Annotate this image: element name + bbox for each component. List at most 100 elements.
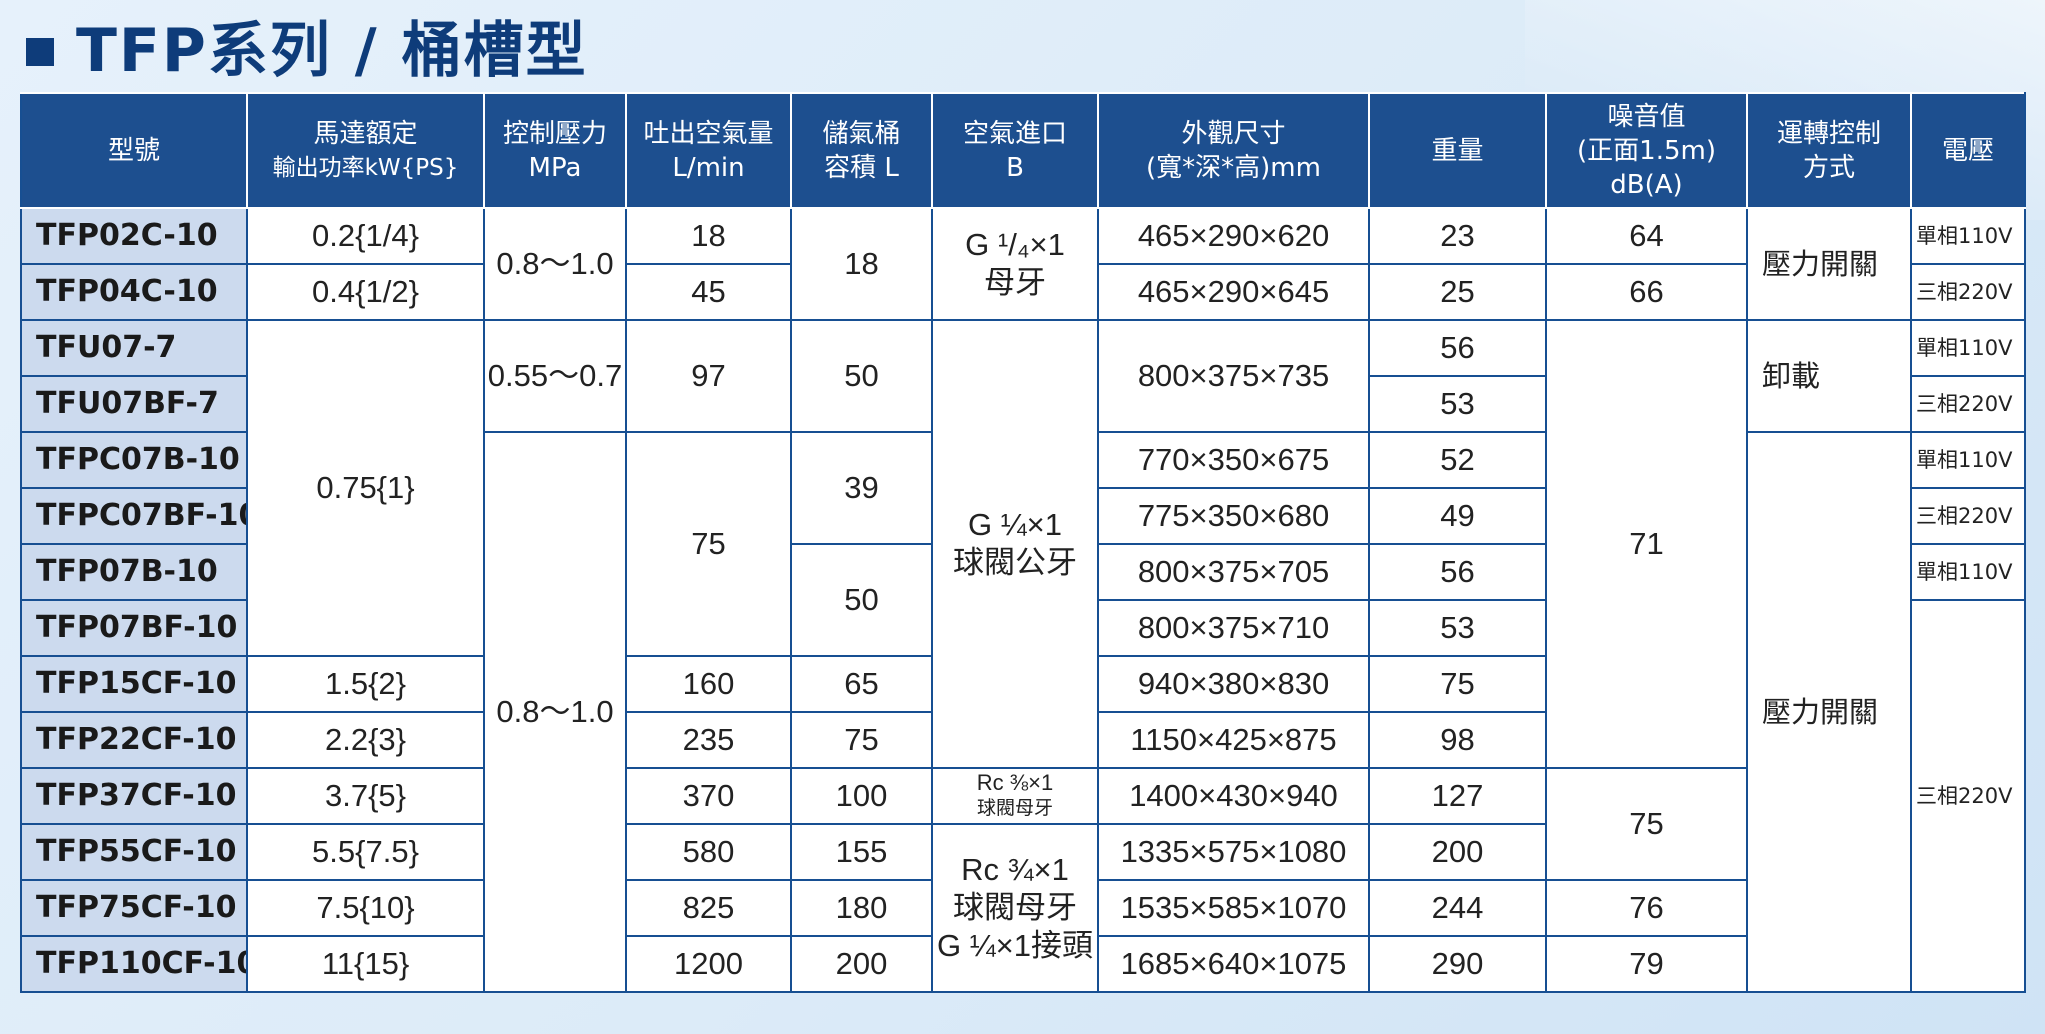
dims-cell: 775×350×680 [1097,487,1370,545]
weight-cell: 53 [1368,375,1547,433]
header-model: 型號 [20,92,248,209]
table-row: TFP07B-10 50 800×375×705 56 單相110V [20,543,2026,657]
tank-cell: 200 [790,935,933,993]
flow-cell: 97 [625,319,792,433]
dims-cell: 465×290×620 [1097,207,1370,265]
model-cell: TFP04C-10 [20,263,248,321]
table-row: TFP02C-10 0.2{1/4} 0.8～1.0 18 18 G ¹/₄×1… [20,207,2026,321]
model-cell: TFP75CF-10 [20,879,248,937]
pressure-cell: 0.55～0.7 [483,319,627,433]
spec-table: 型號 馬達額定 輸出功率kW{PS} 控制壓力 MPa 吐出空氣量 L/min 儲氣桶… [20,92,2026,993]
noise-cell: 76 [1545,879,1748,937]
header-voltage: 電壓 [1910,92,2026,209]
model-cell: TFP07B-10 [20,543,248,601]
dims-cell: 465×290×645 [1097,263,1370,321]
table-row: TFP75CF-10 7.5{10} 825 180 1535×585×1070… [20,879,2025,937]
power-cell: 0.2{1/4} [246,207,485,265]
flow-cell: 160 [625,655,792,713]
control-cell: 壓力開關 [1746,207,1912,321]
weight-cell: 75 [1368,655,1547,713]
weight-cell: 56 [1368,319,1547,377]
power-cell: 2.2{3} [246,711,485,769]
inlet-cell: G ¼×1 球閥公牙 [931,319,1099,769]
dims-cell: 1400×430×940 [1097,767,1370,825]
table-row: TFP07BF-10 800×375×710 53 三相220V [20,599,2026,993]
noise-cell: 66 [1545,263,1748,321]
title-text: TFP系列 / 桶槽型 [76,15,588,86]
power-cell: 7.5{10} [246,879,485,937]
table-row: TFP22CF-10 2.2{3} 235 75 1150×425×875 98 [20,711,2025,769]
weight-cell: 56 [1368,543,1547,601]
noise-cell: 64 [1545,207,1748,265]
title-bullet-icon [26,38,54,66]
model-cell: TFP07BF-10 [20,599,248,657]
flow-cell: 825 [625,879,792,937]
header-tank: 儲氣桶 容積 L [790,92,933,209]
voltage-cell: 三相220V [1910,263,2026,321]
flow-cell: 235 [625,711,792,769]
dims-cell: 800×375×705 [1097,543,1370,601]
tank-cell: 155 [790,823,933,881]
flow-cell: 75 [625,431,792,657]
weight-cell: 200 [1368,823,1547,881]
model-cell: TFP02C-10 [20,207,248,265]
pressure-cell: 0.8～1.0 [483,431,627,993]
weight-cell: 290 [1368,935,1547,993]
header-power: 馬達額定 輸出功率kW{PS} [246,92,485,209]
model-cell: TFP110CF-10 [20,935,248,993]
control-cell: 壓力開關 [1746,431,1912,993]
table-row: TFPC07BF-10 775×350×680 49 三相220V [20,487,2026,545]
weight-cell: 23 [1368,207,1547,265]
model-cell: TFP37CF-10 [20,767,248,825]
inlet-cell: G ¹/₄×1 母牙 [931,207,1099,321]
flow-cell: 45 [625,263,792,321]
weight-cell: 53 [1368,599,1547,657]
voltage-cell: 三相220V [1910,599,2026,993]
table-row: TFPC07B-10 0.8～1.0 75 39 770×350×675 52 … [20,431,2026,993]
flow-cell: 1200 [625,935,792,993]
header-weight: 重量 [1368,92,1547,209]
model-cell: TFU07-7 [20,319,248,377]
voltage-cell: 三相220V [1910,487,2026,545]
noise-cell: 75 [1545,767,1748,881]
voltage-cell: 單相110V [1910,543,2026,601]
weight-cell: 25 [1368,263,1547,321]
table-row: TFP15CF-10 1.5{2} 160 65 940×380×830 75 [20,655,2025,713]
header-noise: 噪音值 (正面1.5m) dB(A) [1545,92,1748,209]
noise-cell: 71 [1545,319,1748,769]
table-row: TFP04C-10 0.4{1/2} 45 465×290×645 25 66 … [20,263,2026,321]
dims-cell: 800×375×710 [1097,599,1370,657]
tank-cell: 18 [790,207,933,321]
header-dims: 外觀尺寸 (寬*深*高)mm [1097,92,1370,209]
weight-cell: 98 [1368,711,1547,769]
flow-cell: 580 [625,823,792,881]
tank-cell: 180 [790,879,933,937]
weight-cell: 244 [1368,879,1547,937]
tank-cell: 75 [790,711,933,769]
tank-cell: 50 [790,319,933,433]
power-cell: 0.4{1/2} [246,263,485,321]
voltage-cell: 三相220V [1910,375,2026,433]
voltage-cell: 單相110V [1910,319,2026,377]
tank-cell: 39 [790,431,933,545]
header-inlet: 空氣進口 B [931,92,1099,209]
dims-cell: 800×375×735 [1097,319,1370,433]
weight-cell: 52 [1368,431,1547,489]
dims-cell: 1335×575×1080 [1097,823,1370,881]
weight-cell: 127 [1368,767,1547,825]
power-cell: 0.75{1} [246,319,485,657]
inlet-cell: Rc ¾×1 球閥母牙 G ¼×1接頭 [931,823,1099,993]
header-pressure: 控制壓力 MPa [483,92,627,209]
tank-cell: 100 [790,767,933,825]
power-cell: 11{15} [246,935,485,993]
model-cell: TFP22CF-10 [20,711,248,769]
model-cell: TFPC07BF-10 [20,487,248,545]
header-flow: 吐出空氣量 L/min [625,92,792,209]
power-cell: 3.7{5} [246,767,485,825]
dims-cell: 770×350×675 [1097,431,1370,489]
inlet-cell: Rc ⅜×1 球閥母牙 [931,767,1099,825]
voltage-cell: 單相110V [1910,207,2026,265]
model-cell: TFP55CF-10 [20,823,248,881]
voltage-cell: 單相110V [1910,431,2026,489]
flow-cell: 370 [625,767,792,825]
